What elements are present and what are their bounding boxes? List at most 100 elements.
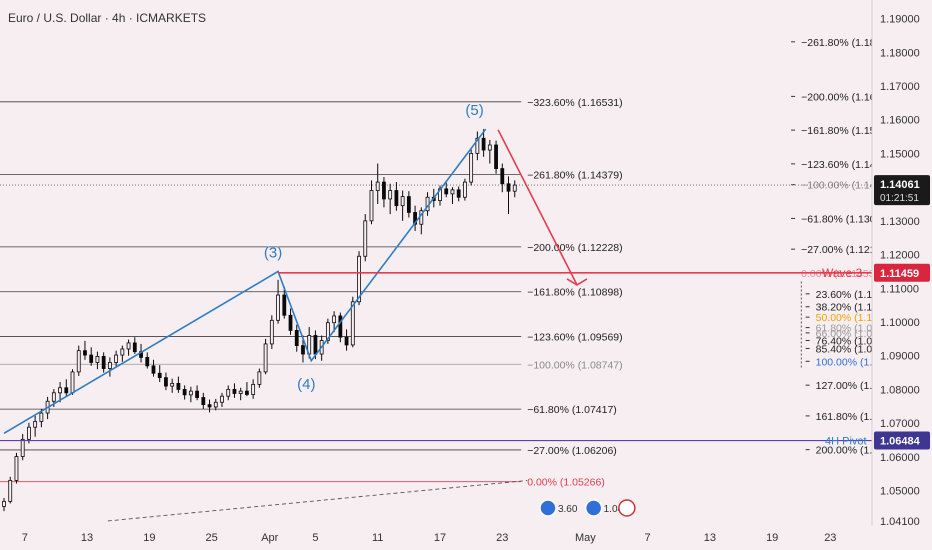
- fib-level-label: −27.00% (1.06206): [527, 445, 617, 457]
- y-tick-label: 1.09000: [880, 351, 920, 363]
- y-tick-label: 1.05000: [880, 486, 920, 498]
- candle-body: [201, 397, 206, 406]
- fib-level-label: −200.00% (1.12228): [527, 242, 622, 254]
- x-tick-label: 13: [81, 532, 93, 544]
- candle: [151, 359, 156, 377]
- candle: [114, 350, 119, 368]
- candle-body: [33, 421, 38, 428]
- candle: [164, 372, 168, 391]
- candle: [375, 163, 380, 204]
- candle-body: [400, 196, 405, 207]
- candle-body: [8, 480, 13, 502]
- x-tick-label: 19: [143, 532, 155, 544]
- fib-ext-label: 0.00% (1.11453): [801, 268, 878, 280]
- candle-body: [226, 389, 231, 397]
- candle: [344, 329, 349, 351]
- candle: [64, 379, 69, 397]
- candle-body: [450, 189, 455, 195]
- chart-title: Euro / U.S. Dollar · 4h · ICMARKETS: [8, 11, 206, 25]
- event-icon: [539, 499, 557, 517]
- y-tick-label: 1.13000: [880, 216, 920, 228]
- candle: [413, 205, 417, 231]
- candle: [8, 476, 13, 504]
- event-value: 1.044: [604, 504, 629, 515]
- candle-body: [83, 350, 87, 356]
- x-tick-label: 13: [704, 532, 716, 544]
- candle-body: [2, 500, 6, 507]
- candle-body: [20, 438, 25, 457]
- candle: [226, 385, 231, 401]
- projection-arrow-head: [566, 278, 588, 286]
- candle: [487, 139, 492, 164]
- wave3-label: Wave 3: [822, 266, 863, 280]
- candle-body: [338, 315, 343, 338]
- candle-body: [500, 168, 505, 185]
- x-tick-label: 25: [205, 532, 217, 544]
- candles: [2, 129, 517, 512]
- candle-body: [512, 184, 517, 192]
- candle-body: [107, 362, 112, 369]
- fib-level-label: −100.00% (1.08747): [527, 359, 622, 371]
- wave3-price-badge-text: 1.11459: [880, 268, 919, 280]
- candle: [494, 140, 498, 174]
- candle-body: [313, 335, 318, 355]
- candle-body: [388, 190, 393, 200]
- candle: [89, 347, 94, 366]
- candle: [400, 190, 405, 221]
- candle: [382, 177, 386, 208]
- candle-body: [469, 153, 474, 183]
- candle: [419, 207, 424, 235]
- candle-body: [251, 383, 256, 395]
- candle: [132, 337, 137, 355]
- candle: [444, 182, 449, 198]
- last-price-badge: [874, 175, 930, 206]
- x-tick-label: 23: [496, 532, 508, 544]
- candle-body: [344, 336, 349, 346]
- candle-body: [64, 387, 69, 394]
- candle-body: [120, 348, 125, 356]
- candle: [70, 369, 75, 395]
- candle-body: [276, 294, 280, 321]
- candle-body: [444, 188, 449, 195]
- candle: [33, 415, 38, 437]
- candle-body: [506, 183, 511, 192]
- fib-level-label: −123.60% (1.09569): [527, 332, 622, 344]
- candle-body: [269, 319, 274, 345]
- y-tick-label: 1.15000: [880, 148, 920, 160]
- candle-body: [301, 345, 305, 355]
- candle: [288, 308, 293, 335]
- candle-body: [487, 144, 492, 151]
- candle-body: [332, 315, 337, 324]
- candle-body: [363, 220, 368, 257]
- candle: [220, 392, 224, 407]
- candle-body: [39, 412, 44, 422]
- fib-level-label: −161.80% (1.10898): [527, 287, 622, 299]
- fib-level-label: −61.80% (1.07417): [527, 404, 617, 416]
- y-tick-label: 1.18000: [880, 47, 920, 59]
- candle: [95, 351, 100, 370]
- pivot-price-badge: [874, 431, 930, 450]
- candle: [176, 376, 181, 393]
- x-tick-label: 7: [645, 532, 651, 544]
- price-axis: 1.19000 1.18000 1.17000 1.16000 1.15000 1.140…: [871, 0, 932, 550]
- y-tick-label: 1.04100: [880, 516, 920, 528]
- pivot-price-badge-text: 1.06484: [880, 436, 921, 448]
- candle: [394, 182, 399, 211]
- y-tick-label: 1.17000: [880, 81, 920, 93]
- wave-label-5: (5): [465, 102, 483, 119]
- candle-body: [245, 390, 249, 395]
- candle: [145, 352, 150, 369]
- candle: [157, 365, 162, 383]
- candle-body: [145, 357, 150, 367]
- candle: [251, 379, 256, 399]
- candle-body: [494, 144, 498, 169]
- candle-body: [58, 387, 62, 394]
- candle: [170, 378, 175, 393]
- fib-ext-label: −61.80% (1.13072): [801, 213, 891, 225]
- y-tick-label: 1.06000: [880, 452, 920, 464]
- candle-body: [176, 382, 181, 390]
- overlays: (3) (4) (5) Wave 3 4H Pivot 3.60 1.044: [0, 102, 872, 517]
- dashed-trendline: [107, 480, 528, 522]
